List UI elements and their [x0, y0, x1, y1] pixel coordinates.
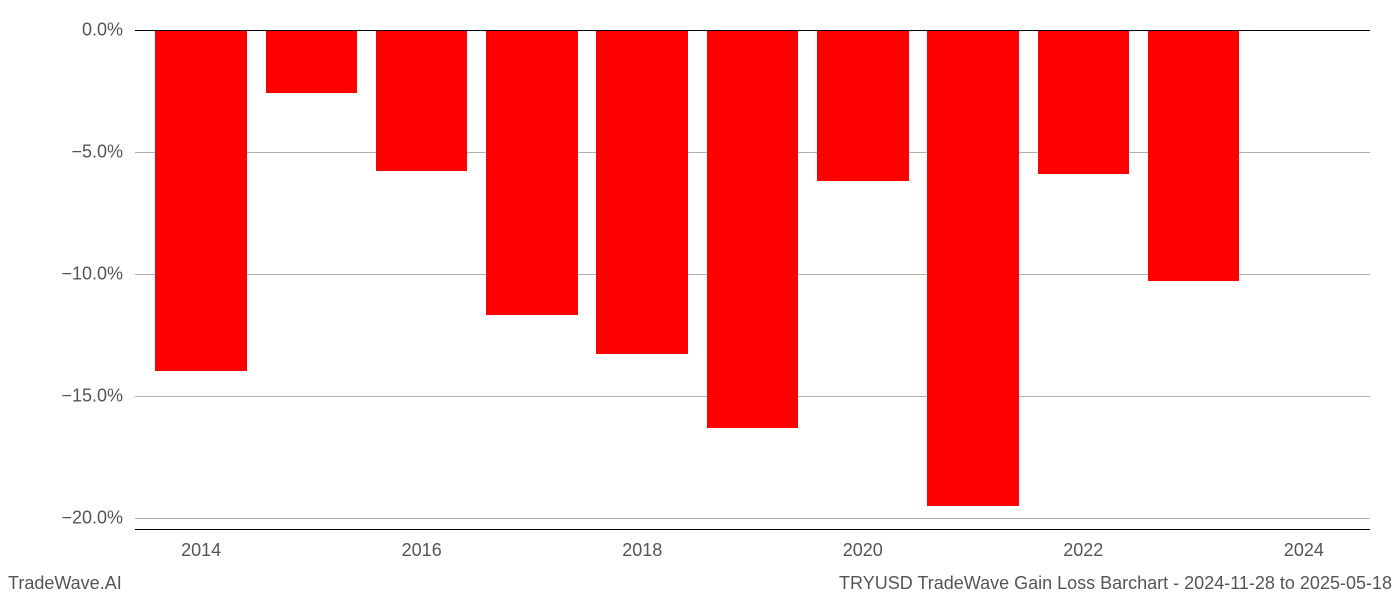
x-tick-label: 2022	[1063, 540, 1103, 561]
bar	[266, 30, 358, 93]
axis-spine	[135, 30, 1370, 31]
footer-right-label: TRYUSD TradeWave Gain Loss Barchart - 20…	[839, 573, 1392, 594]
bar	[1038, 30, 1130, 174]
x-tick-label: 2020	[843, 540, 883, 561]
y-tick-label: −15.0%	[0, 385, 123, 406]
x-tick-label: 2018	[622, 540, 662, 561]
x-tick-label: 2024	[1284, 540, 1324, 561]
chart-container: 0.0% −5.0% −10.0% −15.0% −20.0% 2014 2016 2018…	[0, 0, 1400, 600]
y-tick-label: −20.0%	[0, 507, 123, 528]
bar	[155, 30, 247, 371]
axis-spine	[135, 529, 1370, 530]
footer-left-label: TradeWave.AI	[8, 573, 122, 594]
grid-line	[135, 518, 1370, 519]
bar	[817, 30, 909, 181]
x-tick-label: 2016	[402, 540, 442, 561]
x-tick-label: 2014	[181, 540, 221, 561]
bar	[486, 30, 578, 315]
bar	[596, 30, 688, 354]
bar	[707, 30, 799, 428]
bar	[376, 30, 468, 171]
y-tick-label: −10.0%	[0, 263, 123, 284]
plot-area	[135, 30, 1370, 530]
bar	[927, 30, 1019, 506]
bar	[1148, 30, 1240, 281]
y-tick-label: −5.0%	[0, 141, 123, 162]
y-tick-label: 0.0%	[0, 20, 123, 41]
